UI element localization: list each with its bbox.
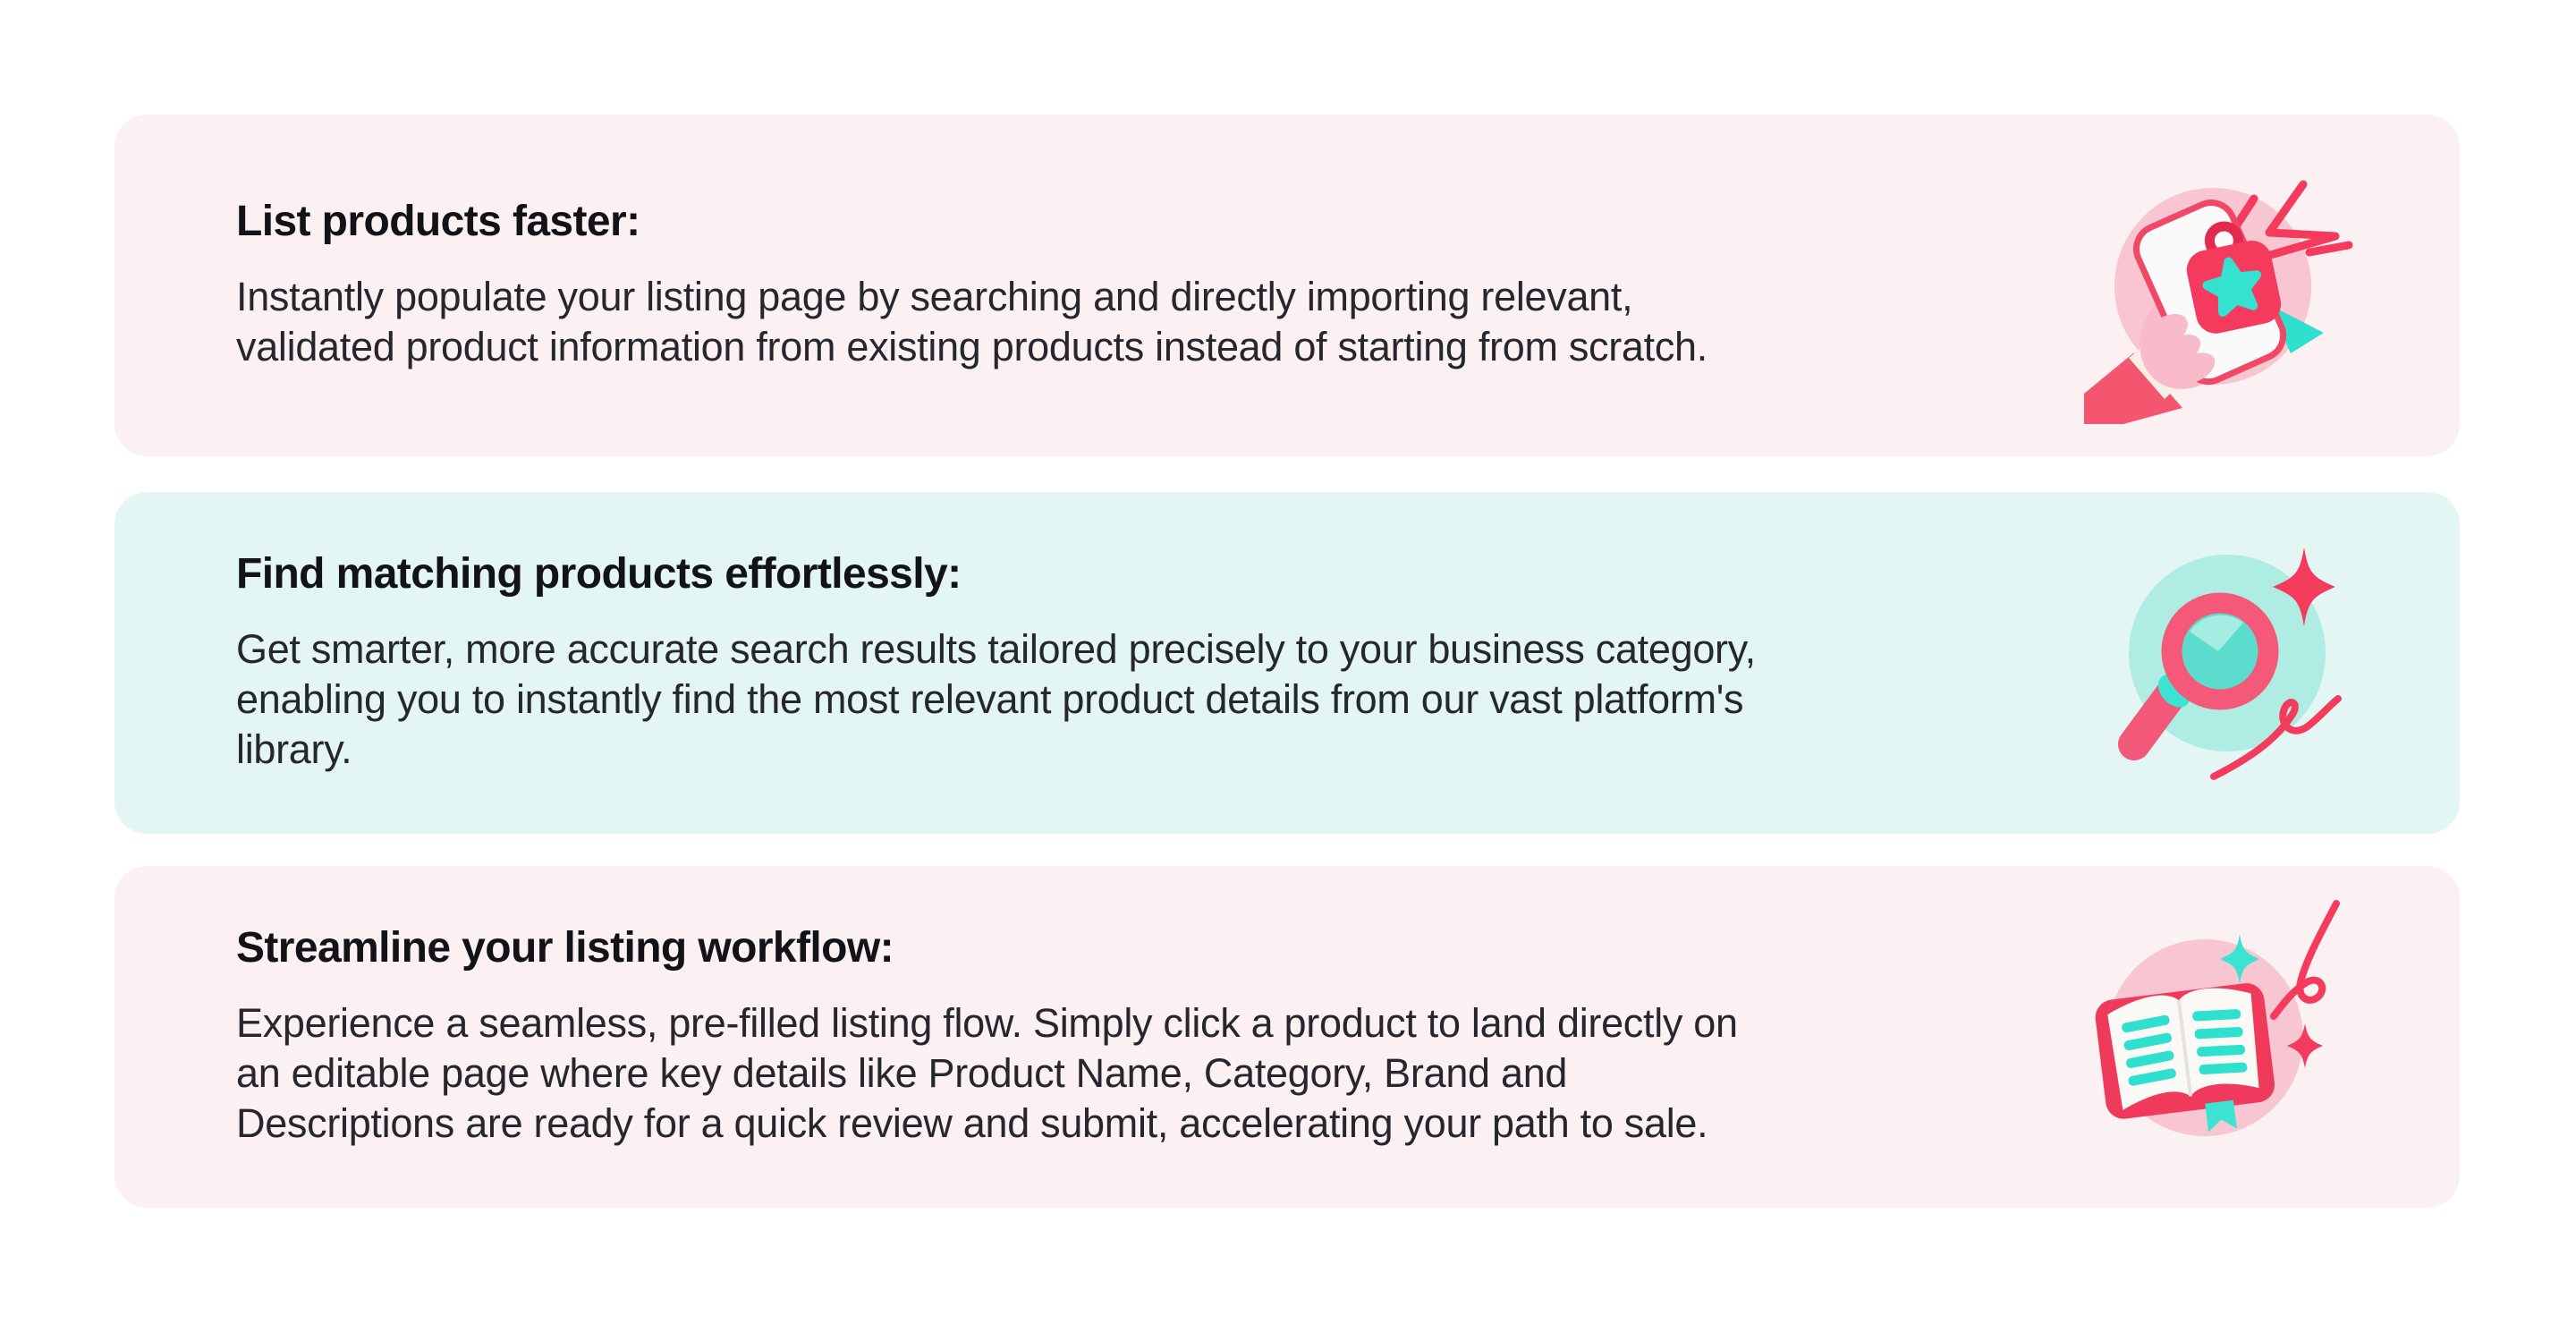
feature-card-find-matching-products: Find matching products effortlessly: Get… — [114, 492, 2460, 834]
card-text-block: Find matching products effortlessly: Get… — [236, 551, 1756, 775]
feature-card-streamline-workflow: Streamline your listing workflow: Experi… — [114, 866, 2460, 1208]
card-title: Find matching products effortlessly: — [236, 550, 962, 598]
card-title: List products faster: — [236, 198, 640, 245]
card-body: Get smarter, more accurate search result… — [236, 626, 1756, 772]
card-title: Streamline your listing workflow: — [236, 924, 894, 972]
feature-card-list-products-faster: List products faster: Instantly populate… — [114, 115, 2460, 456]
card-text-block: List products faster: Instantly populate… — [236, 199, 1707, 372]
hand-holding-phone-shopping-bag-icon — [2084, 147, 2388, 424]
card-body: Experience a seamless, pre-filled listin… — [236, 1000, 1738, 1146]
magnifying-glass-icon — [2084, 524, 2388, 802]
card-text-block: Streamline your listing workflow: Experi… — [236, 925, 1738, 1149]
card-body: Instantly populate your listing page by … — [236, 274, 1707, 369]
open-book-icon — [2084, 898, 2388, 1175]
